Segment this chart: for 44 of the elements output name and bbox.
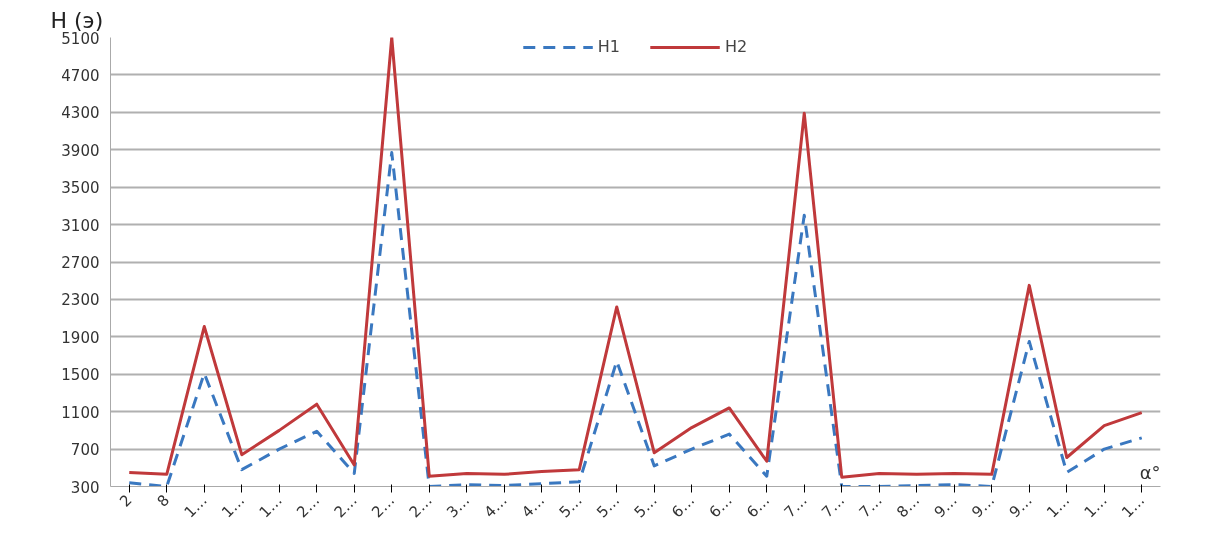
y-tick-label: 1900: [61, 328, 100, 347]
x-tick-label: 6…: [705, 491, 736, 522]
legend-label: H1: [597, 37, 620, 56]
x-tick-label: 4…: [480, 491, 511, 522]
legend-label: H2: [725, 37, 748, 56]
x-tick-label: 2…: [368, 491, 399, 522]
y-tick-label: 3100: [61, 216, 100, 235]
y-tick-label: 2300: [61, 291, 100, 310]
y-tick-label: 2700: [61, 254, 100, 272]
x-tick-label: 8: [153, 491, 174, 511]
x-tick-label: 6…: [668, 491, 699, 522]
x-tick-label: 1…: [180, 491, 211, 522]
x-tick-label: 2…: [293, 491, 324, 522]
x-tick-label: 9…: [968, 491, 999, 522]
x-tick-label: 8…: [893, 491, 924, 522]
x-tick-label: 7…: [855, 491, 886, 522]
x-tick-label: 5…: [555, 491, 586, 522]
x-tick-label: 1…: [1118, 491, 1149, 522]
x-tick-label: 1…: [218, 491, 249, 522]
x-tick-label: 2: [116, 491, 136, 511]
y-tick-label: 4300: [61, 104, 100, 123]
x-tick-label: 2…: [405, 491, 436, 522]
y-tick-label: 300: [70, 478, 100, 497]
x-tick-label: 1…: [1080, 491, 1111, 522]
x-tick-label: 7…: [818, 491, 849, 522]
x-tick-label: 4…: [518, 491, 549, 522]
y-tick-label: 1500: [61, 366, 100, 385]
x-tick-label: 5…: [630, 491, 661, 522]
y-tick-label: 4700: [61, 66, 100, 85]
y-tick-label: 700: [70, 441, 100, 460]
x-axis-title: α°: [1139, 461, 1161, 483]
y-axis-title: H (э): [50, 7, 104, 33]
x-tick-label: 5…: [593, 491, 624, 522]
x-tick-label: 7…: [780, 491, 811, 522]
x-tick-label: 3…: [443, 491, 474, 522]
y-tick-label: 1100: [61, 403, 100, 422]
x-tick-label: 2…: [330, 491, 361, 522]
y-tick-label: 3500: [61, 179, 100, 198]
y-tick-label: 3900: [61, 141, 100, 160]
x-tick-label: 9…: [1005, 491, 1036, 522]
x-tick-label: 6…: [743, 491, 774, 522]
x-tick-label: 1…: [1043, 491, 1074, 522]
x-tick-label: 1…: [255, 491, 286, 522]
x-tick-label: 9…: [930, 491, 961, 522]
